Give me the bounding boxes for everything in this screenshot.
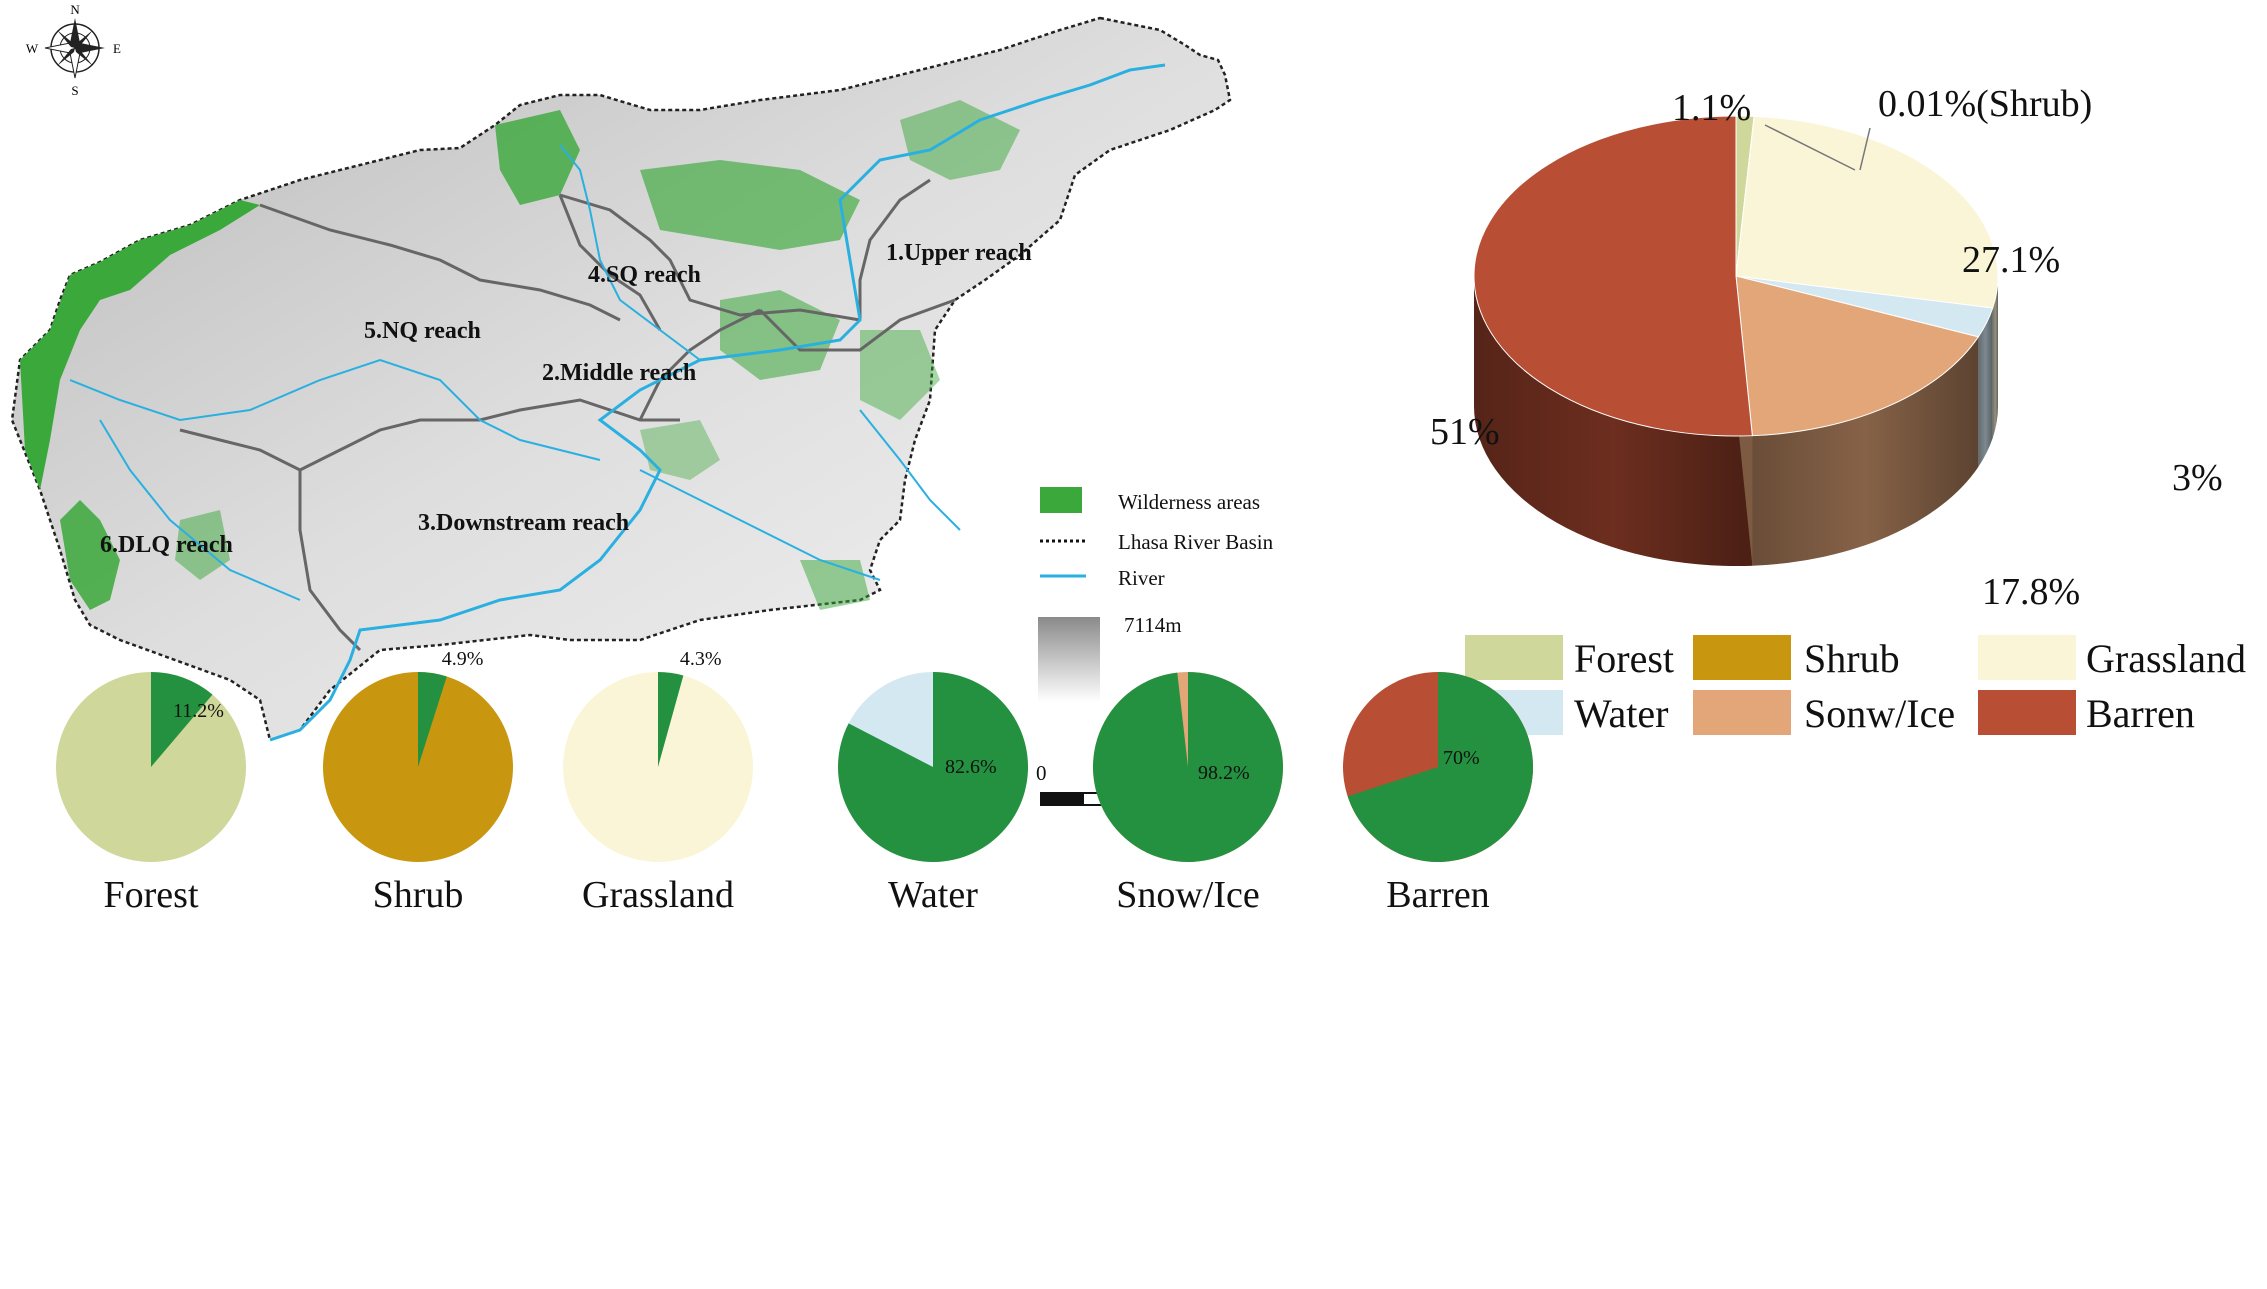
small-pie-shrub: 4.9% Shrub <box>323 648 513 916</box>
small-pie-title-shrub: Shrub <box>373 874 464 916</box>
legend-swatch-shrub <box>1693 635 1791 680</box>
legend-text-snow: Sonw/Ice <box>1804 691 1955 736</box>
small-pie-label-snow-ice: 98.2% <box>1198 762 1250 784</box>
pie-label-snow: 17.8% <box>1982 571 2080 613</box>
pie-label-forest: 1.1% <box>1672 87 1751 129</box>
landcover-legend: Forest Shrub Grassland Water Sonw/Ice Ba… <box>1465 635 2246 736</box>
pie3d-slice-grassland <box>1735 115 1999 309</box>
small-pie-water: 82.6% Water <box>837 672 1028 916</box>
pie3d-side-shade-barren <box>1474 276 1753 567</box>
small-pie-barren: 70% Barren <box>1343 672 1534 916</box>
rivers <box>69 63 1166 742</box>
legend-text-grassland: Grassland <box>2086 636 2246 681</box>
wilderness-patches <box>20 100 1020 610</box>
reach-boundaries <box>179 178 956 652</box>
compass-n: N <box>70 2 80 17</box>
small-pie-label-forest: 11.2% <box>173 700 224 722</box>
pie-label-barren: 51% <box>1430 411 1500 453</box>
small-pie-snow-ice: 98.2% Snow/Ice <box>1093 672 1283 916</box>
pie3d-slice-sonw-ice <box>1735 275 1980 437</box>
map-panel: N S E W <box>10 2 1274 813</box>
compass-e: E <box>113 41 121 56</box>
wilderness-share-pies: 11.2% Forest 4.9% Shrub 4.3% Grassland 82.6% Wa… <box>56 648 1534 916</box>
pie3d-side-shade-water <box>1978 308 1993 467</box>
landcover-3d-pie <box>1473 115 1999 567</box>
small-pie-forest: 11.2% Forest <box>56 672 246 916</box>
compass-w: W <box>26 41 39 56</box>
small-pie-title-forest: Forest <box>104 874 199 916</box>
reach-label-dlq: 6.DLQ reach <box>100 532 233 558</box>
legend-text-water: Water <box>1574 691 1669 736</box>
legend-swatch-snow <box>1693 690 1791 735</box>
leader-forest <box>1764 124 1856 171</box>
landcover-pie-labels: 1.1% 0.01%(Shrub) 27.1% 3% 17.8% 51% <box>1430 83 2223 613</box>
reach-label-sq: 4.SQ reach <box>588 262 701 288</box>
pie3d-slice-barren <box>1473 115 1753 437</box>
legend-swatch-wilderness <box>1040 487 1082 513</box>
small-pie-title-water: Water <box>888 874 978 916</box>
legend-swatch-barren <box>1978 690 2076 735</box>
pie3d-side-shade-sonw-ice <box>1752 336 1979 566</box>
pie-label-water: 3% <box>2172 457 2223 499</box>
small-pie-wilderness-shrub <box>418 672 447 767</box>
compass-rose-icon: N S E W <box>26 2 121 98</box>
small-pie-title-snow-ice: Snow/Ice <box>1116 874 1260 916</box>
basin-area <box>10 16 1232 742</box>
small-pie-label-water: 82.6% <box>945 756 997 778</box>
legend-label-wilderness: Wilderness areas <box>1118 490 1260 514</box>
pie3d-side-shade-grassland <box>1992 276 1998 439</box>
compass-s: S <box>71 83 78 98</box>
small-pie-title-grassland: Grassland <box>582 874 734 916</box>
small-pie-wilderness-grassland <box>658 672 684 767</box>
legend-elevation-ramp <box>1038 617 1100 702</box>
legend-text-shrub: Shrub <box>1804 636 1900 681</box>
scale-tick-0: 0 <box>1036 761 1047 785</box>
small-pie-wilderness-forest <box>151 672 213 767</box>
small-pie-grassland: 4.3% Grassland <box>563 648 753 916</box>
legend-text-forest: Forest <box>1574 636 1674 681</box>
legend-text-barren: Barren <box>2086 691 2195 736</box>
legend-swatch-grassland <box>1978 635 2076 680</box>
small-pie-label-shrub: 4.9% <box>442 648 484 670</box>
small-pie-label-grassland: 4.3% <box>680 648 722 670</box>
small-pie-wilderness-snow-ice <box>1093 672 1283 862</box>
small-pie-label-barren: 70% <box>1443 747 1480 769</box>
legend-label-river: River <box>1118 566 1165 590</box>
reach-label-nq: 5.NQ reach <box>364 318 481 344</box>
leader-shrub <box>1859 127 1871 171</box>
reach-label-middle: 2.Middle reach <box>542 360 696 386</box>
small-pie-wilderness-barren <box>1347 672 1534 863</box>
small-pie-title-barren: Barren <box>1386 874 1489 916</box>
legend-swatch-forest <box>1465 635 1563 680</box>
pie-label-shrub: 0.01%(Shrub) <box>1878 83 2092 125</box>
legend-elev-max: 7114m <box>1124 613 1182 637</box>
small-pie-wilderness-water <box>837 672 1028 862</box>
reach-label-downstream: 3.Downstream reach <box>418 510 629 536</box>
reach-label-upper: 1.Upper reach <box>886 240 1032 266</box>
legend-label-basin: Lhasa River Basin <box>1118 530 1274 554</box>
pie-label-grassland: 27.1% <box>1962 239 2060 281</box>
